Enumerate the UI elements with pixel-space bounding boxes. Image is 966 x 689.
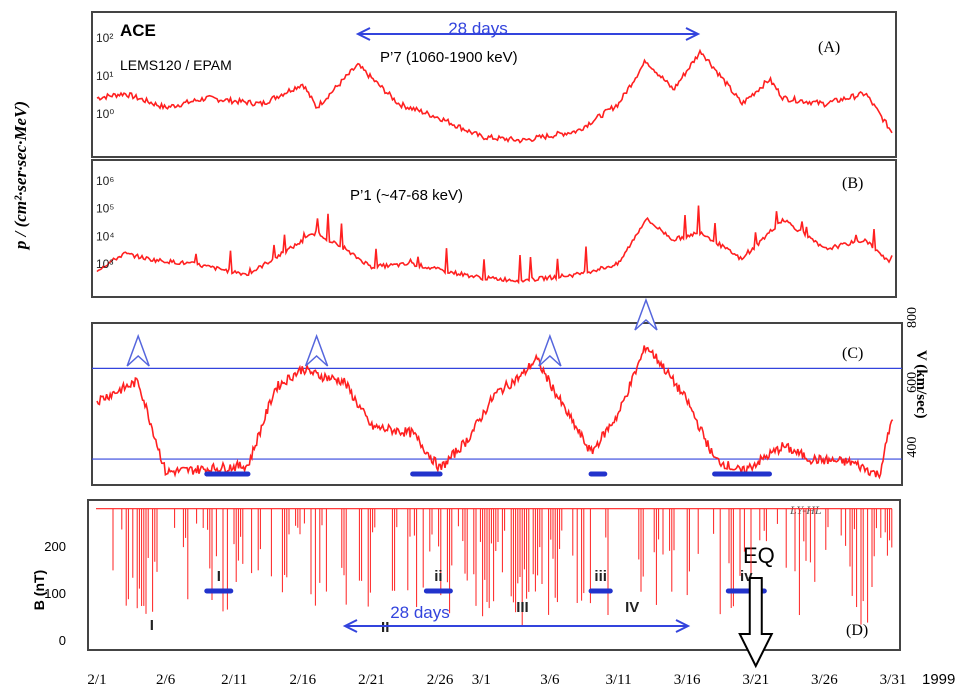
panel-c-peak-arrow [538, 333, 562, 367]
panel-a-letter: (A) [818, 39, 840, 56]
panel-c-ytick: 400 [905, 437, 920, 458]
panel-b-line [96, 205, 893, 285]
eq-label: EQ [743, 543, 775, 568]
panel-a-series-label: P’7 (1060-1900 keV) [380, 49, 518, 66]
panel-d-letter: (D) [846, 622, 868, 639]
panel-d-spikes [112, 508, 893, 627]
panel-a-28-days-arrow-left-head [355, 27, 371, 41]
panel-a-line-ytick: 10⁰ [96, 107, 114, 121]
panel-b-letter: (B) [842, 175, 863, 192]
panel-d-subperiod-label: I [217, 568, 221, 585]
panel-c-line [96, 345, 894, 480]
panel-d-ylabel: B (nT) [31, 570, 47, 610]
x-tick-label: 2/6 [156, 672, 176, 688]
x-tick-label: 3/26 [811, 672, 838, 688]
x-tick-label: 2/26 [427, 672, 454, 688]
panel-d-frame [87, 499, 901, 651]
x-year-label: 1999 [922, 671, 955, 688]
x-tick-label: 3/11 [605, 672, 631, 688]
panel-b-frame [91, 159, 897, 298]
eq-arrow [738, 577, 774, 669]
panel-a-line [96, 48, 893, 144]
panel-a-28-days-label: 28 days [448, 19, 508, 38]
panel-d-28-days-arrow-left-head [342, 619, 358, 633]
panel-a-line-ytick: 10² [96, 31, 113, 45]
panel-c-letter: (C) [842, 345, 863, 362]
panel-d-ytick: 200 [44, 539, 66, 554]
panel-d-period-label: II [381, 619, 389, 636]
x-tick-label: 2/1 [87, 672, 106, 688]
x-tick-label: 2/11 [221, 672, 247, 688]
chart-marks: 10⁰ 10¹ 10² 10³ 10⁴ 10⁵ 10⁶ 400 600 800 0 100 200 I ii… [44, 27, 920, 688]
x-tick-label: 2/21 [358, 672, 385, 688]
panel-frames [87, 11, 903, 651]
y-axis-title: p / (cm²·ser·sec·MeV) [11, 101, 30, 251]
panel-d-28-days-arrow-right-head [675, 619, 691, 633]
panel-a-line-ytick: 10¹ [96, 69, 113, 83]
panel-d-series-tag: LY-HL [789, 503, 822, 517]
panel-a-28-days-arrow-right-head [685, 27, 701, 41]
x-tick-label: 3/1 [472, 672, 491, 688]
panel-c-peak-arrow [634, 297, 658, 331]
panel-d-period-label: I [150, 617, 154, 634]
panel-b-line-ytick: 10³ [96, 257, 113, 271]
panel-c-peak-arrow [304, 333, 329, 367]
panel-a-subtitle: LEMS120 / EPAM [120, 57, 232, 73]
panel-d-period-label: III [516, 599, 529, 616]
x-tick-label: 3/6 [540, 672, 560, 688]
x-tick-label: 2/16 [290, 672, 317, 688]
x-tick-label: 3/31 [880, 672, 907, 688]
panel-c-ytick: 800 [905, 307, 920, 328]
panel-c-ytick: 600 [905, 372, 920, 393]
panel-d-ytick: 0 [59, 633, 66, 648]
panel-b-series-label: P’1 (~47-68 keV) [350, 187, 463, 204]
panel-b-line-ytick: 10⁶ [96, 174, 114, 188]
panel-c-frame [91, 322, 903, 486]
panel-d-ytick: 100 [44, 586, 66, 601]
panel-d-28-days-label: 28 days [390, 603, 450, 622]
panel-c-ylabel: V (km/sec) [913, 350, 929, 418]
panel-a-frame [91, 11, 897, 158]
panel-d-period-label: IV [625, 599, 639, 616]
panel-b-line-ytick: 10⁵ [96, 202, 114, 216]
panel-d-subperiod-label: iii [594, 568, 607, 585]
x-tick-label: 3/21 [742, 672, 769, 688]
panel-c-peak-arrow [126, 333, 150, 367]
panel-b-line-ytick: 10⁴ [96, 229, 115, 243]
panel-d-subperiod-label: ii [434, 568, 442, 585]
x-tick-label: 3/16 [674, 672, 701, 688]
panel-a-title: ACE [120, 21, 156, 40]
